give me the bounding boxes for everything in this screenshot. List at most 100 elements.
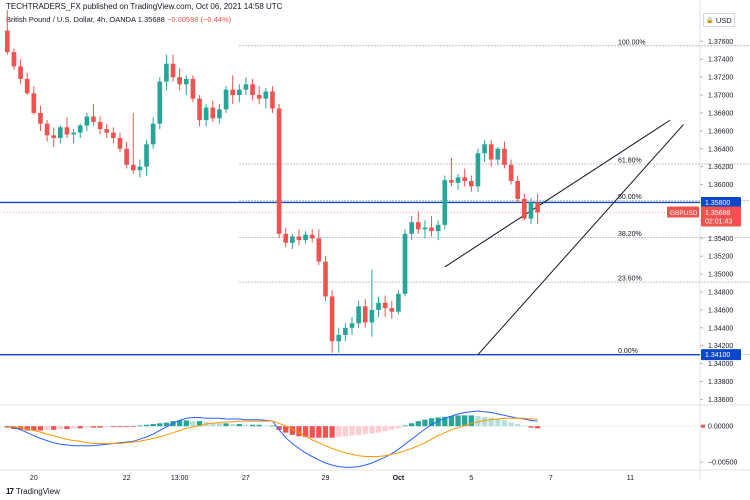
macd-histogram-bar bbox=[475, 416, 481, 427]
currency-label: USD bbox=[715, 15, 732, 25]
macd-histogram-bar bbox=[296, 426, 302, 437]
macd-histogram-bar bbox=[24, 426, 30, 431]
candle-bearish bbox=[296, 236, 302, 241]
candle-bearish bbox=[415, 222, 421, 230]
macd-histogram-bar bbox=[84, 426, 90, 428]
price-tick-label: 1.34800 bbox=[708, 289, 733, 296]
candle-bearish bbox=[104, 129, 110, 133]
macd-histogram-bar bbox=[309, 426, 315, 438]
macd-histogram-bar bbox=[37, 426, 44, 431]
trendline bbox=[477, 124, 684, 355]
candle-bearish bbox=[170, 63, 176, 78]
tradingview-brand[interactable]: 17 TradingView bbox=[6, 487, 60, 496]
candle-bullish bbox=[336, 334, 342, 342]
candle-bullish bbox=[137, 166, 143, 171]
time-tick-label: 11 bbox=[627, 475, 634, 482]
macd-histogram-bar bbox=[51, 426, 57, 430]
macd-histogram-bar bbox=[216, 423, 223, 427]
macd-signal-line bbox=[7, 417, 538, 457]
candle-bullish bbox=[376, 302, 381, 310]
macd-histogram-bar bbox=[64, 426, 70, 430]
macd-tick-label: 0.00000 bbox=[708, 424, 733, 431]
candle-bullish bbox=[303, 234, 308, 241]
macd-histogram-bar bbox=[442, 416, 448, 427]
candle-bearish bbox=[488, 144, 494, 160]
candle-bearish bbox=[91, 116, 96, 122]
macd-histogram-bar bbox=[183, 420, 189, 427]
macd-histogram-bar bbox=[402, 425, 408, 427]
brand-name: TradingView bbox=[15, 487, 60, 496]
symbol-tag-label: GBPUSD bbox=[670, 210, 698, 217]
last-price-tag bbox=[701, 206, 741, 227]
price-tick-label: 1.33800 bbox=[708, 379, 733, 386]
macd-histogram-bar bbox=[382, 426, 388, 432]
price-tick-label: 1.34000 bbox=[708, 361, 733, 368]
macd-histogram-bar bbox=[97, 426, 103, 428]
candle-bearish bbox=[4, 30, 10, 53]
time-tick-label: 5 bbox=[469, 475, 473, 482]
candle-bearish bbox=[389, 308, 395, 312]
macd-histogram-bar bbox=[428, 418, 435, 427]
currency-selector[interactable]: 🔒 USD bbox=[703, 13, 735, 27]
candle-bearish bbox=[117, 138, 123, 149]
macd-histogram-bar bbox=[316, 426, 322, 438]
candle-bearish bbox=[11, 52, 17, 67]
candle-bearish bbox=[468, 180, 474, 187]
candle-bullish bbox=[290, 236, 295, 243]
candle-bearish bbox=[309, 234, 315, 239]
candle-bearish bbox=[97, 121, 103, 130]
macd-histogram-bar bbox=[534, 426, 541, 429]
macd-histogram-bar bbox=[44, 426, 50, 430]
candle-bullish bbox=[349, 323, 355, 328]
macd-histogram-bar bbox=[236, 424, 242, 427]
macd-histogram-bar bbox=[137, 425, 143, 427]
candle-bullish bbox=[482, 144, 487, 154]
candle-bullish bbox=[203, 107, 209, 121]
symbol-tag bbox=[667, 206, 699, 218]
candle-bearish bbox=[256, 95, 262, 99]
candle-bullish bbox=[77, 125, 83, 133]
macd-histogram-bar bbox=[468, 415, 474, 427]
candle-bullish bbox=[263, 91, 269, 99]
macd-histogram-bar bbox=[455, 415, 461, 427]
macd-histogram-bar bbox=[389, 426, 395, 430]
candle-bearish bbox=[230, 89, 236, 96]
macd-histogram-bar bbox=[57, 426, 63, 430]
macd-histogram-bar bbox=[409, 423, 415, 427]
macd-histogram-bar bbox=[196, 421, 203, 427]
macd-histogram-bar bbox=[289, 426, 295, 435]
price-tick-label: 1.37600 bbox=[708, 39, 733, 46]
candle-bearish bbox=[197, 98, 202, 121]
macd-histogram-bar bbox=[117, 426, 123, 427]
macd-histogram-bar bbox=[488, 417, 494, 427]
candle-bullish bbox=[71, 132, 76, 135]
candle-bullish bbox=[183, 78, 189, 85]
candle-bearish bbox=[124, 148, 129, 165]
macd-histogram-bar bbox=[283, 426, 289, 433]
candle-bullish bbox=[475, 153, 481, 187]
candle-bearish bbox=[449, 180, 454, 183]
price-tick-label: 1.37200 bbox=[708, 75, 733, 82]
macd-histogram-bar bbox=[302, 426, 309, 437]
time-tick-label: 7 bbox=[549, 475, 553, 482]
macd-histogram-bar bbox=[342, 426, 349, 437]
fib-level-label: 50.00% bbox=[618, 194, 642, 201]
macd-histogram-bar bbox=[435, 417, 441, 427]
candle-bearish bbox=[111, 132, 116, 139]
time-tick-label: Oct bbox=[393, 475, 405, 482]
candle-bearish bbox=[24, 78, 30, 94]
candle-bullish bbox=[495, 148, 501, 160]
candle-bullish bbox=[409, 222, 414, 234]
price-tick-label: 1.37000 bbox=[708, 93, 733, 100]
macd-histogram-bar bbox=[495, 418, 501, 427]
price-tick-label: 1.37400 bbox=[708, 57, 733, 64]
price-tick-label: 1.33600 bbox=[708, 397, 733, 404]
candle-bearish bbox=[522, 198, 527, 219]
macd-histogram-bar bbox=[276, 426, 282, 430]
price-tick-label: 1.36800 bbox=[708, 110, 733, 117]
macd-histogram-bar bbox=[395, 426, 402, 429]
candle-bullish bbox=[84, 116, 90, 126]
candle-bearish bbox=[51, 135, 57, 139]
macd-histogram-bar bbox=[163, 422, 170, 427]
